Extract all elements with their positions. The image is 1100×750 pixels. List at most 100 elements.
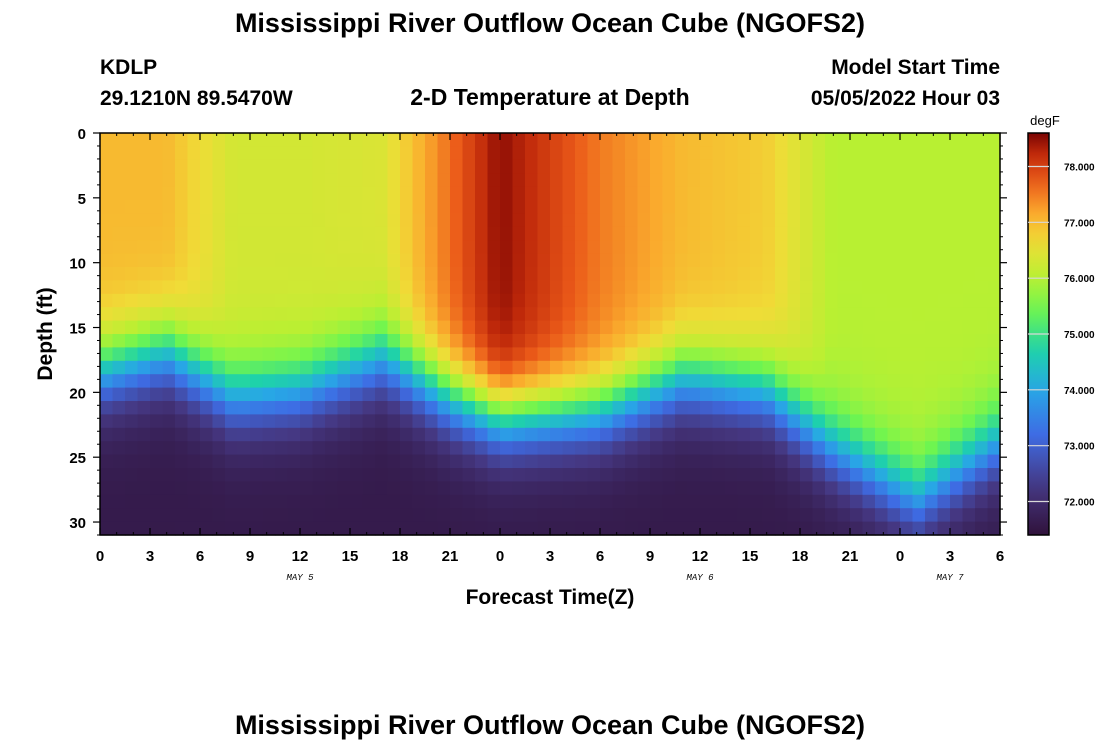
heatmap-cell xyxy=(687,387,701,402)
heatmap-cell xyxy=(312,213,326,228)
heatmap-cell xyxy=(537,173,551,188)
heatmap-cell xyxy=(287,414,301,429)
heatmap-cell xyxy=(925,200,939,214)
heatmap-cell xyxy=(625,414,639,429)
heatmap-cell xyxy=(700,387,714,402)
heatmap-cell xyxy=(487,521,501,536)
heatmap-cell xyxy=(750,200,764,214)
heatmap-cell xyxy=(587,293,601,308)
heatmap-cell xyxy=(537,267,551,281)
heatmap-cell xyxy=(562,226,576,241)
heatmap-cell xyxy=(662,387,676,402)
heatmap-cell xyxy=(425,374,439,389)
heatmap-cell xyxy=(287,508,301,523)
heatmap-cell xyxy=(400,173,414,188)
heatmap-cell xyxy=(700,267,714,281)
heatmap-cell xyxy=(937,414,951,429)
heatmap-cell xyxy=(900,213,914,228)
heatmap-cell xyxy=(287,307,301,322)
heatmap-cell xyxy=(700,320,714,335)
heatmap-cell xyxy=(462,226,476,241)
heatmap-cell xyxy=(275,334,289,348)
heatmap-cell xyxy=(512,427,526,442)
heatmap-cell xyxy=(162,481,176,496)
heatmap-cell xyxy=(925,240,939,255)
heatmap-cell xyxy=(225,374,239,389)
heatmap-cell xyxy=(637,334,651,348)
heatmap-cell xyxy=(412,267,426,281)
heatmap-cell xyxy=(662,173,676,188)
heatmap-cell xyxy=(650,186,664,201)
heatmap-cell xyxy=(237,307,251,322)
heatmap-cell xyxy=(975,159,989,174)
heatmap-cell xyxy=(812,427,826,442)
heatmap-cell xyxy=(750,267,764,281)
heatmap-cell xyxy=(887,200,901,214)
heatmap-cell xyxy=(675,240,689,255)
heatmap-cell xyxy=(562,454,576,469)
heatmap-cell xyxy=(525,521,539,536)
heatmap-cell xyxy=(200,240,214,255)
heatmap-cell xyxy=(687,334,701,348)
heatmap-cell xyxy=(337,200,351,214)
heatmap-cell xyxy=(187,159,201,174)
heatmap-cell xyxy=(312,387,326,402)
heatmap-cell xyxy=(787,334,801,348)
heatmap-cell xyxy=(537,213,551,228)
heatmap-cell xyxy=(287,401,301,415)
heatmap-cell xyxy=(250,293,264,308)
heatmap-cell xyxy=(375,360,389,375)
heatmap-cell xyxy=(250,280,264,295)
heatmap-cell xyxy=(350,213,364,228)
heatmap-cell xyxy=(787,427,801,442)
heatmap-cell xyxy=(375,454,389,469)
heatmap-cell xyxy=(950,508,964,523)
heatmap-cell xyxy=(900,320,914,335)
heatmap-cell xyxy=(925,280,939,295)
heatmap-cell xyxy=(412,173,426,188)
heatmap-cell xyxy=(787,481,801,496)
heatmap-cell xyxy=(400,307,414,322)
heatmap-cell xyxy=(750,441,764,456)
heatmap-cell xyxy=(262,387,276,402)
heatmap-cell xyxy=(625,481,639,496)
heatmap-cell xyxy=(825,253,839,268)
heatmap-cell xyxy=(712,494,726,509)
heatmap-cell xyxy=(437,387,451,402)
heatmap-cell xyxy=(275,200,289,214)
heatmap-cell xyxy=(125,240,139,255)
heatmap-cell xyxy=(675,521,689,536)
heatmap-cell xyxy=(862,226,876,241)
heatmap-cell xyxy=(175,159,189,174)
heatmap-cell xyxy=(912,226,926,241)
heatmap-cell xyxy=(750,347,764,362)
heatmap-cell xyxy=(762,334,776,348)
heatmap-cell xyxy=(800,454,814,469)
heatmap-cell xyxy=(500,267,514,281)
heatmap-cell xyxy=(687,280,701,295)
heatmap-cell xyxy=(950,240,964,255)
heatmap-cell xyxy=(387,494,401,509)
heatmap-cell xyxy=(625,293,639,308)
heatmap-cell xyxy=(287,454,301,469)
heatmap-cell xyxy=(837,280,851,295)
heatmap-cell xyxy=(862,173,876,188)
heatmap-cell xyxy=(737,159,751,174)
heatmap-cell xyxy=(287,427,301,442)
heatmap-cell xyxy=(950,454,964,469)
heatmap-cell xyxy=(300,468,314,482)
heatmap-cell xyxy=(175,494,189,509)
heatmap-cell xyxy=(700,226,714,241)
heatmap-cell xyxy=(775,481,789,496)
heatmap-cell xyxy=(937,454,951,469)
heatmap-cell xyxy=(925,401,939,415)
heatmap-cell xyxy=(212,133,226,147)
heatmap-cell xyxy=(987,146,1001,161)
heatmap-cell xyxy=(400,347,414,362)
heatmap-cell xyxy=(587,320,601,335)
heatmap-cell xyxy=(287,374,301,389)
heatmap-cell xyxy=(337,468,351,482)
heatmap-cell xyxy=(162,374,176,389)
heatmap-cell xyxy=(612,401,626,415)
heatmap-cell xyxy=(325,293,339,308)
